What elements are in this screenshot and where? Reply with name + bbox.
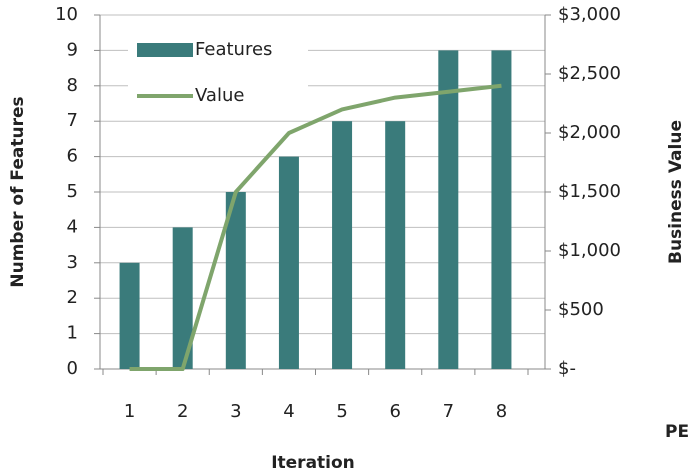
y-axis-title: Number of Features [8,96,28,287]
y-tick-label: 10 [55,4,78,25]
bar [491,50,512,370]
y2-tick-label: $2,000 [558,122,621,143]
y2-tick-label: $1,000 [558,240,621,261]
annotation: PE [665,422,689,442]
y-tick-label: 7 [67,110,78,131]
y2-tick-label: $1,500 [558,181,621,202]
x-tick-label: 1 [124,401,135,422]
x-tick-label: 7 [443,401,454,422]
y-tick-label: 1 [67,323,78,344]
bar [119,262,140,369]
bar [385,121,406,369]
y2-tick-label: $- [558,358,576,379]
y-tick-label: 2 [67,287,78,308]
y-tick-label: 8 [67,75,78,96]
bar [172,227,193,369]
y-tick-label: 0 [67,358,78,379]
legend-swatch [137,43,193,57]
bar [332,121,353,369]
y-tick-label: 6 [67,146,78,167]
bar [438,50,459,370]
x-tick-label: 3 [230,401,241,422]
x-tick-label: 6 [389,401,400,422]
bar [225,192,246,369]
y2-tick-label: $500 [558,299,604,320]
x-tick-label: 5 [336,401,347,422]
bar [278,156,299,369]
y-tick-label: 4 [67,216,78,237]
x-tick-label: 8 [496,401,507,422]
line [129,83,502,371]
y2-tick-label: $2,500 [558,63,621,84]
x-tick-label: 4 [283,401,294,422]
legend-label: Value [195,85,244,106]
y2-tick-label: $3,000 [558,4,621,25]
y2-axis-title: Business Value [666,120,686,264]
legend-label: Features [195,39,272,60]
y-tick-label: 3 [67,252,78,273]
y-tick-label: 5 [67,181,78,202]
y-tick-label: 9 [67,39,78,60]
x-axis-title: Iteration [271,453,355,473]
x-tick-label: 2 [177,401,188,422]
